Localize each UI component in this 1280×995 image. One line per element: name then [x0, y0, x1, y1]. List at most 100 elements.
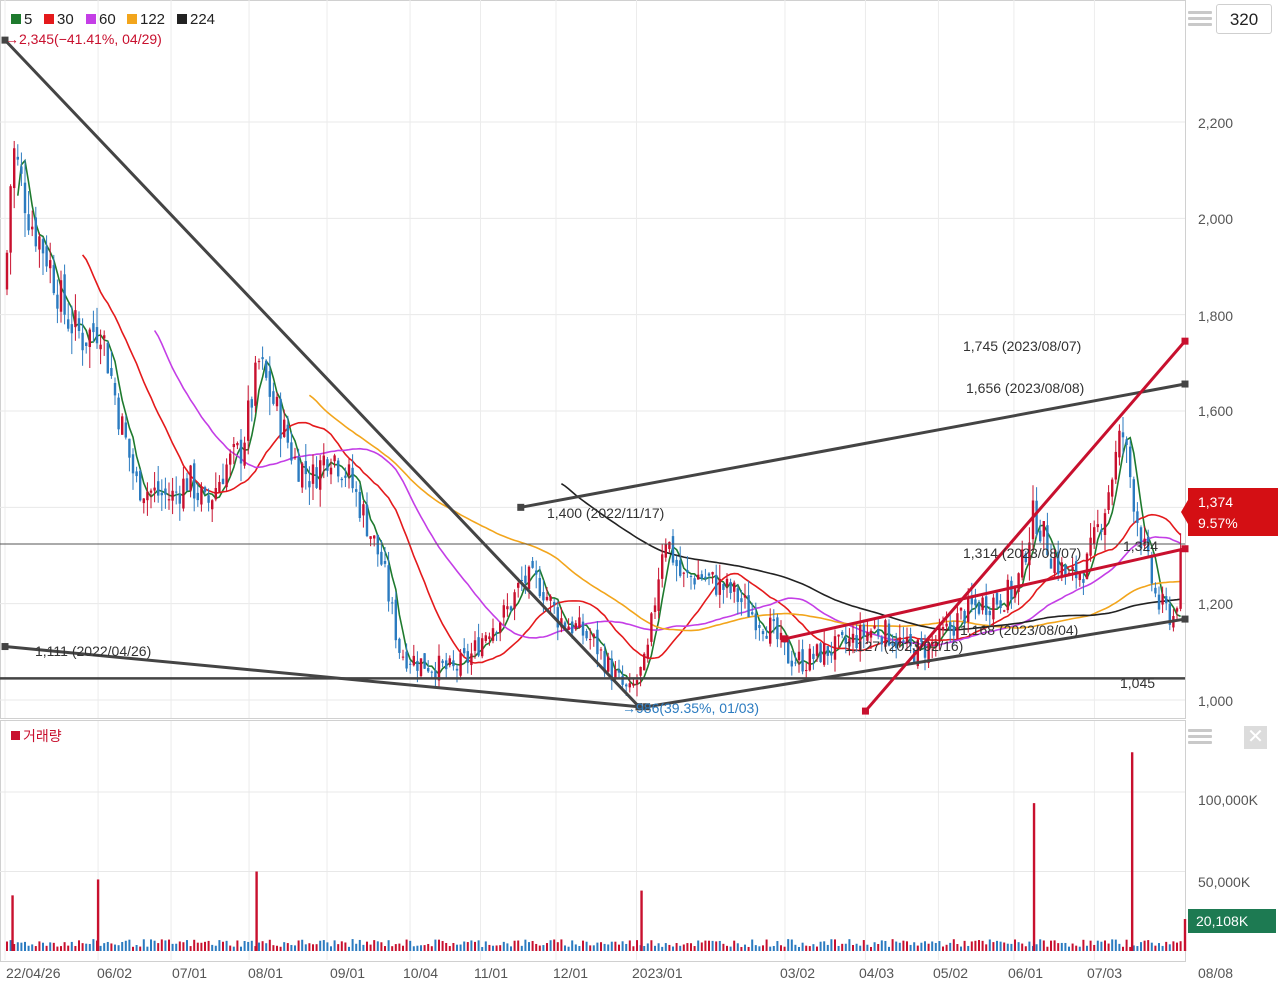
- close-volume-button[interactable]: ✕: [1244, 726, 1267, 749]
- candle-body: [495, 631, 498, 633]
- candle-body: [815, 644, 819, 656]
- volume-bar: [481, 947, 484, 951]
- volume-bar: [24, 941, 26, 951]
- chart-menu-button[interactable]: [1188, 8, 1212, 32]
- moving-average-lines: [17, 158, 1182, 686]
- candle-body: [830, 652, 833, 656]
- candle-body: [1139, 527, 1143, 549]
- volume-bar: [1107, 943, 1110, 951]
- volume-bar: [6, 941, 8, 951]
- date-tick-label: 12/01: [553, 965, 588, 981]
- candle-body: [869, 630, 873, 638]
- candle-body: [1161, 593, 1164, 605]
- volume-bar: [790, 939, 793, 951]
- volume-bar: [826, 944, 829, 951]
- candle-body: [1082, 579, 1085, 583]
- candle-body: [1179, 548, 1182, 609]
- volume-bar: [956, 944, 959, 951]
- candle-body: [826, 646, 829, 656]
- volume-bar: [88, 943, 91, 951]
- volume-bar: [427, 943, 430, 951]
- candle-body: [405, 651, 408, 669]
- candle-body: [67, 319, 70, 329]
- volume-bar: [668, 944, 671, 951]
- candle-body: [725, 578, 729, 587]
- candle-body: [689, 575, 693, 577]
- volume-bar: [862, 940, 865, 951]
- volume-bar: [175, 943, 178, 951]
- candle-body: [326, 459, 329, 471]
- volume-bar: [888, 946, 890, 951]
- candle-body: [52, 265, 55, 294]
- candle-body: [362, 504, 365, 516]
- volume-bar: [920, 942, 923, 951]
- volume-bar: [333, 940, 336, 951]
- volume-bar: [607, 944, 610, 951]
- volume-bar: [207, 940, 210, 951]
- candle-body: [545, 596, 549, 601]
- volume-bar: [301, 939, 304, 951]
- price-tick-label: 2,000: [1198, 211, 1233, 227]
- candle-body: [769, 617, 772, 644]
- candle-body: [203, 487, 207, 492]
- candle-body: [887, 623, 891, 646]
- volume-bar: [560, 939, 563, 951]
- candle-body: [743, 595, 747, 598]
- volume-bar: [398, 943, 401, 951]
- volume-bar: [729, 946, 732, 951]
- volume-bar: [441, 941, 444, 951]
- volume-bar: [380, 942, 383, 951]
- volume-bar: [286, 943, 289, 951]
- candle-body: [553, 601, 556, 606]
- volume-bar: [574, 944, 577, 951]
- volume-bar: [614, 941, 617, 951]
- candle-body: [373, 535, 376, 539]
- candle-body: [841, 631, 844, 636]
- candle-body: [524, 575, 527, 584]
- candle-body: [171, 490, 174, 501]
- candle-body: [855, 635, 858, 648]
- candle-body: [905, 636, 909, 644]
- volume-bar: [783, 946, 786, 951]
- volume-bar: [1014, 939, 1016, 951]
- candle-body: [1132, 479, 1135, 512]
- date-tick-label: 04/03: [859, 965, 894, 981]
- volume-bar: [1017, 942, 1020, 951]
- volume-bar: [232, 946, 235, 951]
- candle-body: [211, 500, 214, 510]
- volume-bar: [150, 939, 152, 951]
- volume-bar: [776, 941, 779, 951]
- candle-body: [747, 595, 750, 618]
- volume-tick-label: 100,000K: [1198, 792, 1259, 808]
- volume-bar: [445, 942, 448, 951]
- price-tick-label: 1,000: [1198, 693, 1233, 709]
- volume-spike-bar: [96, 879, 100, 951]
- volume-bar: [981, 940, 984, 951]
- candle-body: [488, 636, 491, 640]
- candle-body: [671, 536, 675, 563]
- candle-body: [542, 592, 545, 601]
- candle-body: [628, 683, 631, 688]
- candle-body: [135, 471, 138, 477]
- trendline-handle: [517, 503, 525, 511]
- volume-menu-button[interactable]: [1188, 726, 1212, 750]
- candle-body: [70, 324, 73, 334]
- period-input[interactable]: 320: [1216, 4, 1272, 34]
- volume-bar: [690, 943, 692, 951]
- volume-bar: [754, 945, 757, 951]
- trendlines[interactable]: [0, 36, 1189, 715]
- volume-spike-bar: [11, 895, 14, 951]
- volume-bar: [1093, 944, 1096, 951]
- volume-bar: [240, 946, 242, 951]
- trendline-handle: [635, 703, 643, 711]
- volume-bar: [733, 940, 736, 951]
- candle-body: [704, 576, 707, 579]
- volume-bar: [1057, 943, 1060, 951]
- candle-body: [653, 605, 657, 612]
- volume-bar: [243, 941, 246, 951]
- volume-spike-bar: [255, 871, 258, 951]
- candle-body: [916, 639, 919, 667]
- candle-body: [236, 443, 239, 446]
